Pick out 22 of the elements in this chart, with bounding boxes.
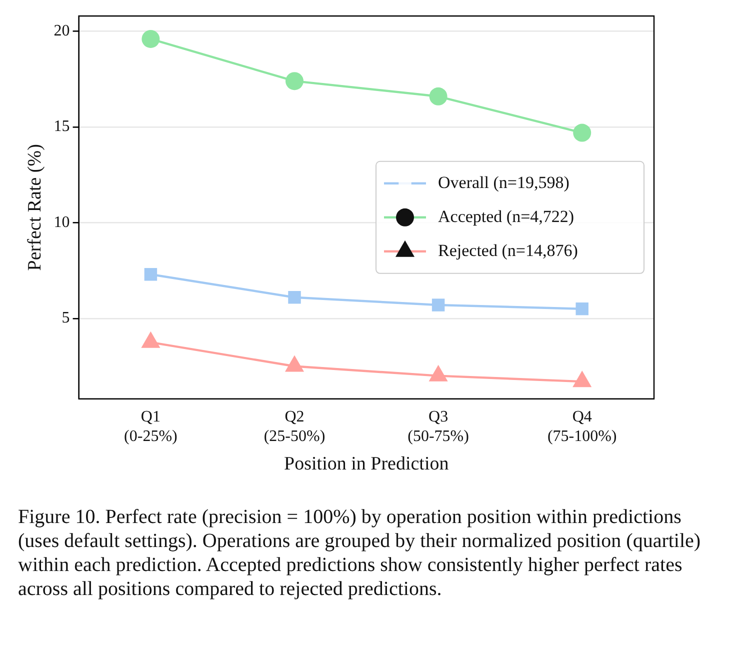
y-axis-title: Perfect Rate (%) <box>24 144 46 271</box>
legend-label: Accepted (n=4,722) <box>438 206 574 226</box>
y-tick-label: 15 <box>54 118 70 136</box>
caption: Figure 10. Perfect rate (precision = 100%) by operation position within predictions (uses default settings). Operations are grouped by their normalized position (quartile) within each prediction. Accepted predictions show consistently higher perfect rates across all positions compared to rejected predictions. <box>18 505 702 601</box>
point <box>428 364 448 382</box>
point <box>142 30 160 48</box>
point <box>572 370 592 388</box>
point <box>284 355 304 372</box>
y-tick-label: 10 <box>54 214 70 231</box>
x-tick-label: Q3 (50-75%) <box>408 408 469 445</box>
y-tick-label: 5 <box>62 310 70 327</box>
point <box>429 87 448 106</box>
y-tick-label: 20 <box>54 22 70 40</box>
legend-label: Rejected (n=14,876) <box>438 240 578 260</box>
point <box>286 72 304 90</box>
x-axis-title: Position in Prediction <box>284 454 450 475</box>
x-tick-label: Q1 (0-25%) <box>124 408 178 445</box>
x-tick-label: Q2 (25-50%) <box>264 408 326 445</box>
point <box>573 124 592 142</box>
point <box>141 331 160 348</box>
x-tick-label: Q4 (75-100%) <box>547 408 617 445</box>
legend-label: Overall (n=19,598) <box>438 172 570 192</box>
